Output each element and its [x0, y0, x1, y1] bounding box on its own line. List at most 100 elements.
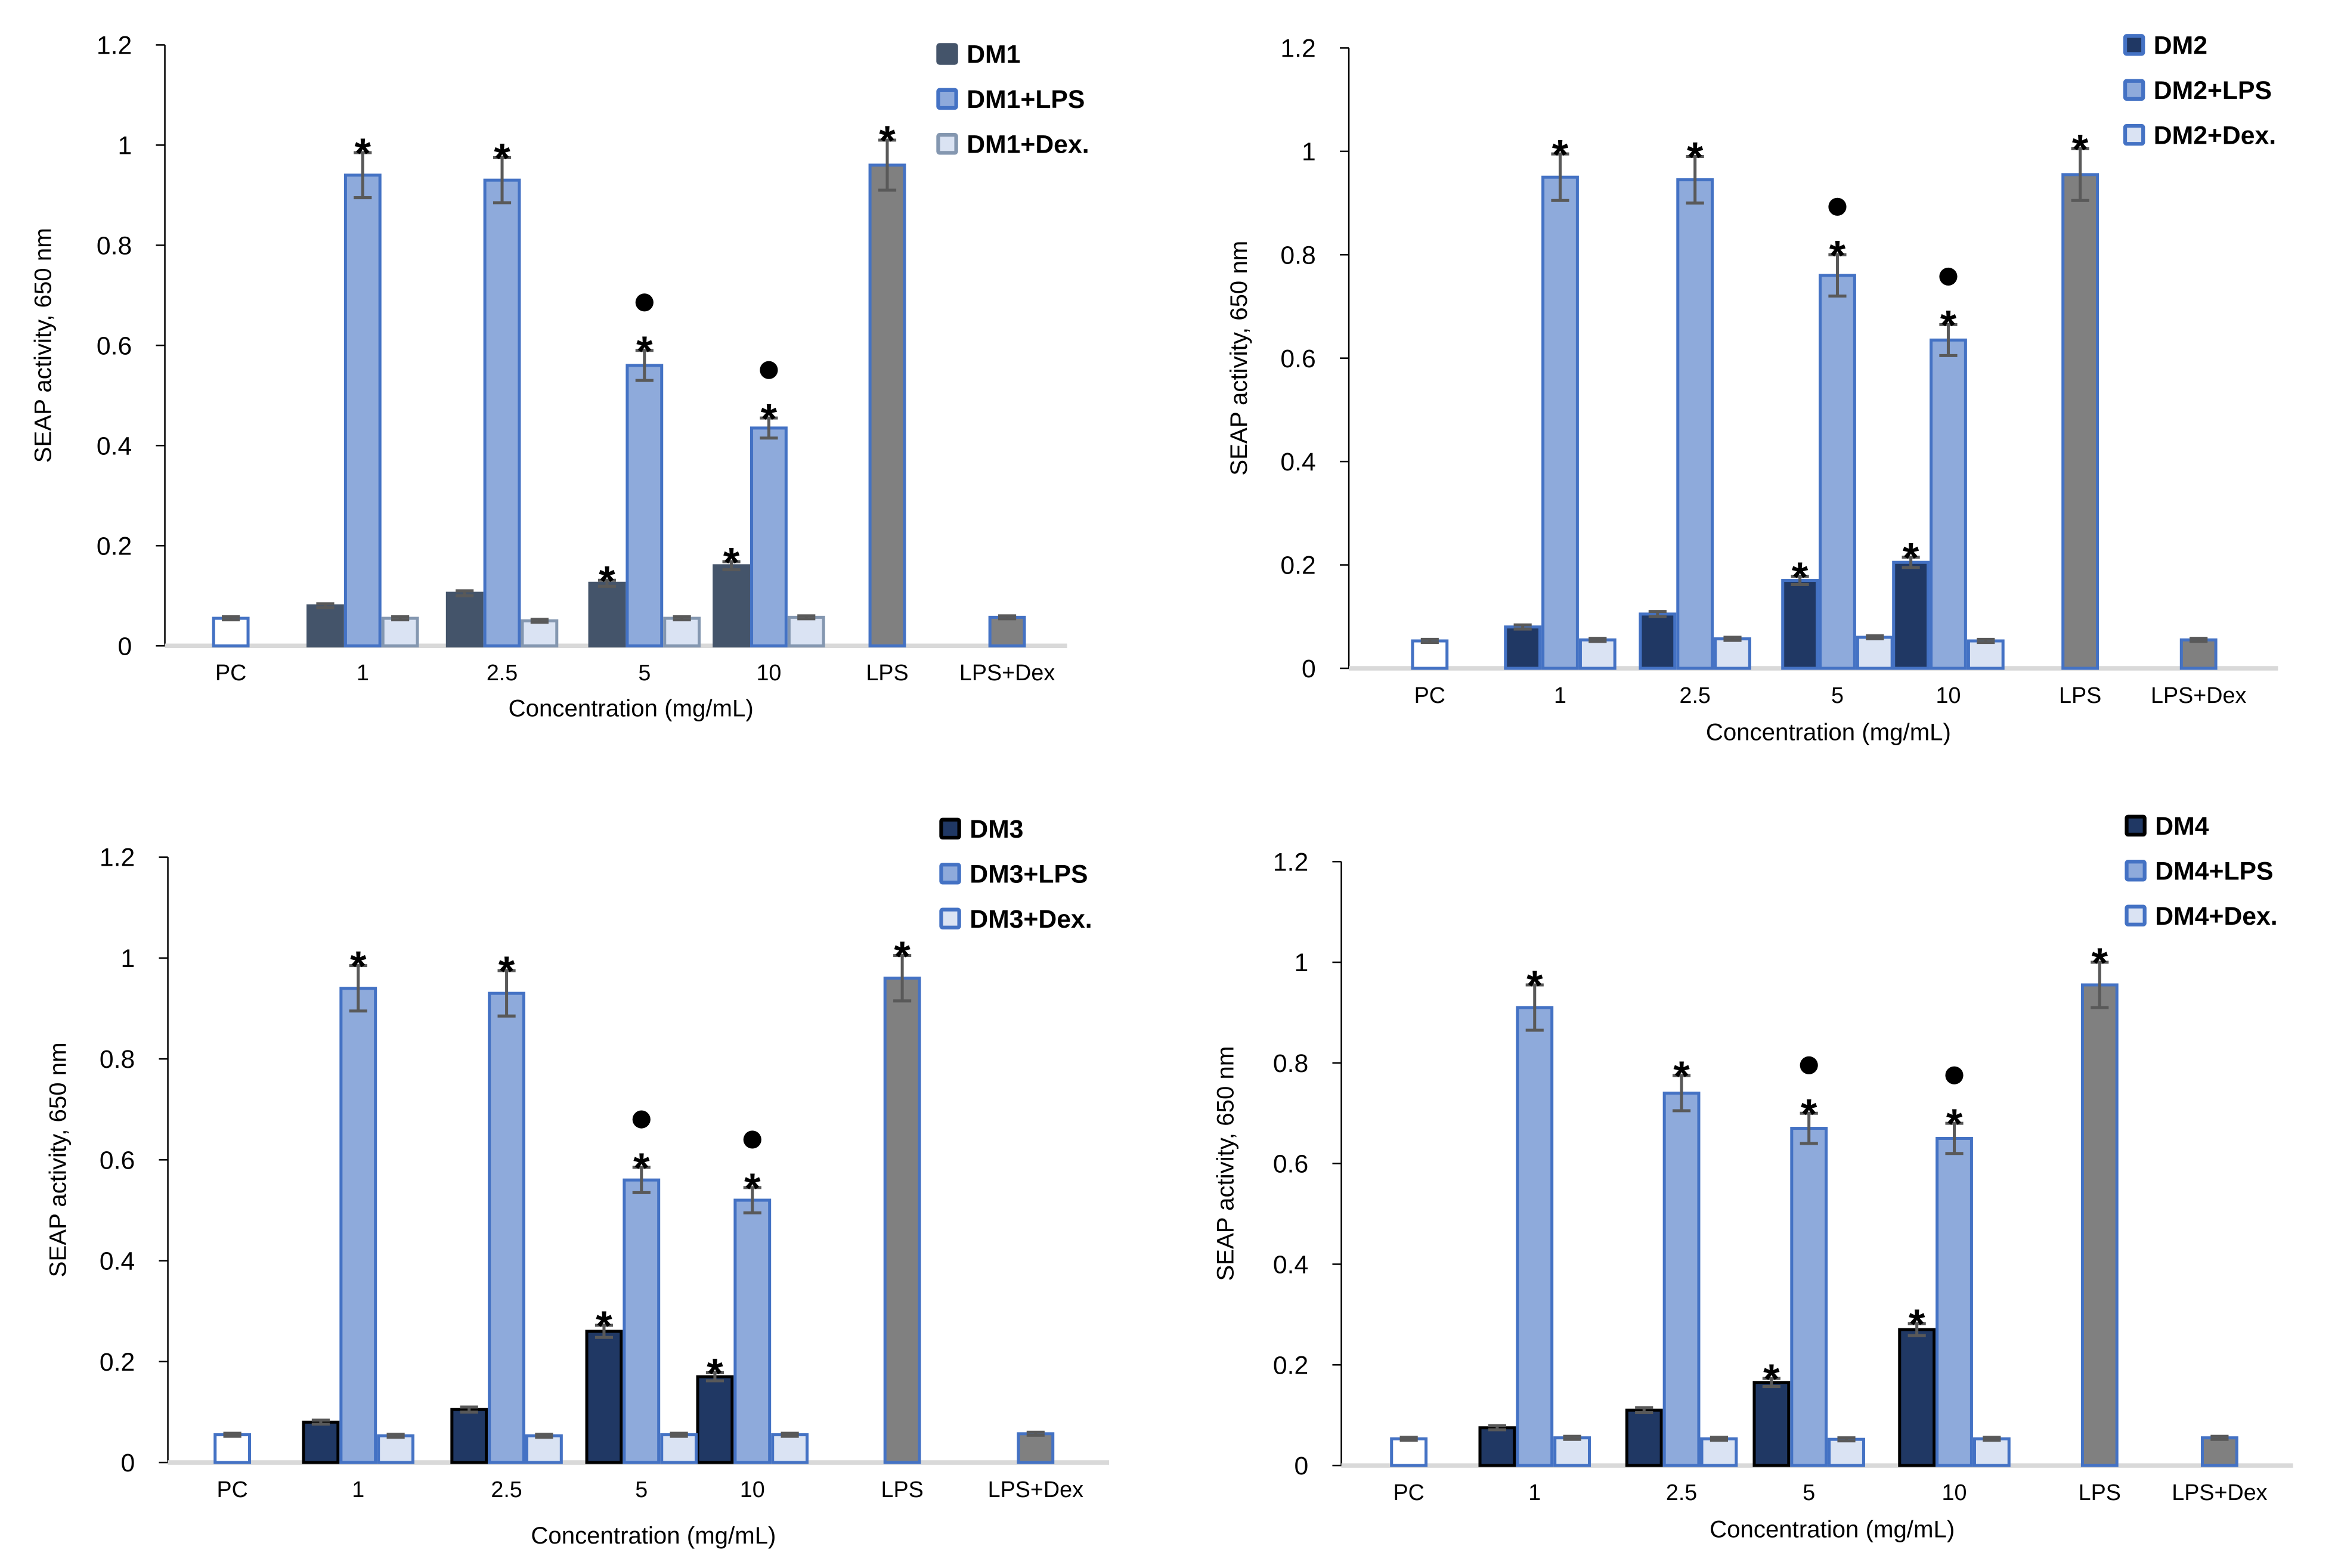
significance-dot [1828, 197, 1847, 216]
significance-dot [743, 1130, 761, 1149]
significance-star: * [596, 1302, 612, 1349]
bar-dm2-dex- [1967, 639, 2005, 670]
y-tick-label: 1.2 [97, 31, 132, 60]
significance-star: * [355, 129, 371, 176]
legend-swatch [2123, 123, 2145, 146]
significance-star: * [1526, 962, 1543, 1009]
y-tick-label: 1 [1302, 138, 1316, 166]
significance-star: * [879, 117, 896, 164]
legend-swatch [936, 43, 958, 65]
x-tick-label: 2.5 [487, 660, 518, 685]
y-tick-label: 0 [117, 632, 132, 661]
chart-panel-3: 0 0.2 0.4 0.6 0.8 1 1.2 PC 1 2.5 5 10 LPS LPS+Dex Conc… [45, 815, 1109, 1549]
bar-dm4 [1625, 1408, 1663, 1467]
legend-swatch [939, 817, 961, 840]
significance-dot [760, 361, 778, 379]
y-tick-label: 0.8 [97, 231, 132, 260]
bar-lps-dex-control [988, 615, 1026, 647]
y-tick-label: 0 [1302, 655, 1316, 683]
significance-star: * [744, 1164, 761, 1211]
y-tick-label: 0.4 [1273, 1251, 1308, 1279]
bar-dm2-lps [1541, 175, 1579, 670]
y-tick-label: 0.4 [97, 432, 132, 460]
bar-dm3-lps [339, 987, 377, 1464]
legend-label: DM1 [967, 41, 1020, 69]
bar-dm3 [302, 1420, 340, 1464]
bar-dm1 [445, 591, 484, 647]
y-tick-label: 1.2 [1273, 848, 1308, 876]
y-tick-label: 0.6 [1280, 345, 1315, 373]
legend-swatch [2125, 814, 2147, 837]
x-tick-label: 1 [357, 660, 369, 685]
y-tick-label: 0.2 [100, 1348, 135, 1377]
bar-pc [213, 1433, 252, 1464]
x-tick-label: LPS [2079, 1480, 2121, 1505]
bar-dm4-dex- [1553, 1436, 1591, 1467]
y-tick-label: 1.2 [100, 844, 135, 872]
x-tick-label: LPS+Dex [959, 660, 1055, 685]
y-axis-title: SEAP activity, 650 nm [1225, 241, 1252, 476]
legend-label: DM2+LPS [2154, 76, 2272, 105]
bar-lps-control [2080, 983, 2119, 1467]
significance-star: * [2092, 939, 2108, 986]
significance-dot [1939, 267, 1958, 286]
significance-star: * [1552, 131, 1569, 178]
legend-swatch [939, 863, 961, 885]
y-tick-label: 0.8 [1280, 241, 1315, 269]
y-axis-title: SEAP activity, 650 nm [30, 228, 57, 463]
legend-label: DM4+LPS [2155, 857, 2273, 885]
bar-dm1-dex- [663, 616, 701, 647]
legend-label: DM1+LPS [967, 85, 1085, 114]
bar-dm1 [306, 604, 344, 647]
bar-dm4 [1898, 1328, 1936, 1467]
significance-dot [1800, 1056, 1818, 1074]
bar-lps-dex-control [1017, 1432, 1055, 1464]
significance-star: * [894, 932, 911, 980]
legend-swatch [939, 907, 961, 929]
significance-star: * [636, 327, 653, 374]
y-tick-label: 0 [1294, 1452, 1308, 1480]
bar-dm1-dex- [787, 615, 825, 647]
significance-star: * [2072, 126, 2089, 173]
chart-panel-2: 0 0.2 0.4 0.6 0.8 1 1.2 PC 1 2.5 5 10 LPS LPS+Dex Conc… [1225, 31, 2278, 746]
bar-lps-control [2061, 173, 2099, 670]
bar-dm1-dex- [381, 616, 419, 647]
legend-label: DM2 [2154, 31, 2207, 60]
legend-label: DM3+Dex. [970, 905, 1092, 934]
legend-label: DM4 [2155, 812, 2209, 841]
x-tick-label: LPS [2059, 683, 2101, 708]
legend-swatch [2123, 34, 2145, 56]
y-tick-label: 0.8 [100, 1045, 135, 1074]
legend-label: DM3 [970, 815, 1023, 844]
bar-pc [212, 616, 250, 647]
significance-star: * [498, 947, 515, 994]
bar-lps-dex-control [2179, 638, 2218, 670]
legend-swatch [2125, 860, 2147, 882]
bar-dm1 [713, 564, 751, 647]
significance-star: * [1801, 1090, 1817, 1137]
bar-dm2-dex- [1578, 638, 1617, 670]
significance-star: * [1903, 534, 1919, 581]
y-tick-label: 0.6 [1273, 1150, 1308, 1179]
x-tick-label: LPS+Dex [2151, 683, 2246, 708]
bar-dm4-dex- [1700, 1437, 1738, 1467]
x-tick-label: 2.5 [1666, 1480, 1697, 1505]
x-axis-title: Concentration (mg/mL) [509, 695, 754, 721]
y-tick-label: 1 [117, 131, 132, 160]
y-tick-label: 1 [1294, 949, 1308, 977]
legend-swatch [2125, 904, 2147, 926]
x-tick-label: PC [1393, 1480, 1424, 1505]
bar-dm4 [1752, 1381, 1791, 1467]
x-tick-label: LPS [881, 1477, 923, 1502]
significance-star: * [761, 395, 778, 442]
x-axis-title: Concentration (mg/mL) [531, 1522, 776, 1549]
significance-star: * [599, 557, 615, 604]
significance-star: * [1909, 1300, 1925, 1347]
x-tick-label: 5 [638, 660, 651, 685]
y-tick-label: 1.2 [1280, 35, 1315, 63]
significance-star: * [1792, 553, 1809, 600]
x-tick-label: LPS [866, 660, 908, 685]
bar-dm3-lps [733, 1198, 772, 1464]
significance-star: * [494, 135, 510, 182]
bar-dm4 [1478, 1426, 1516, 1467]
